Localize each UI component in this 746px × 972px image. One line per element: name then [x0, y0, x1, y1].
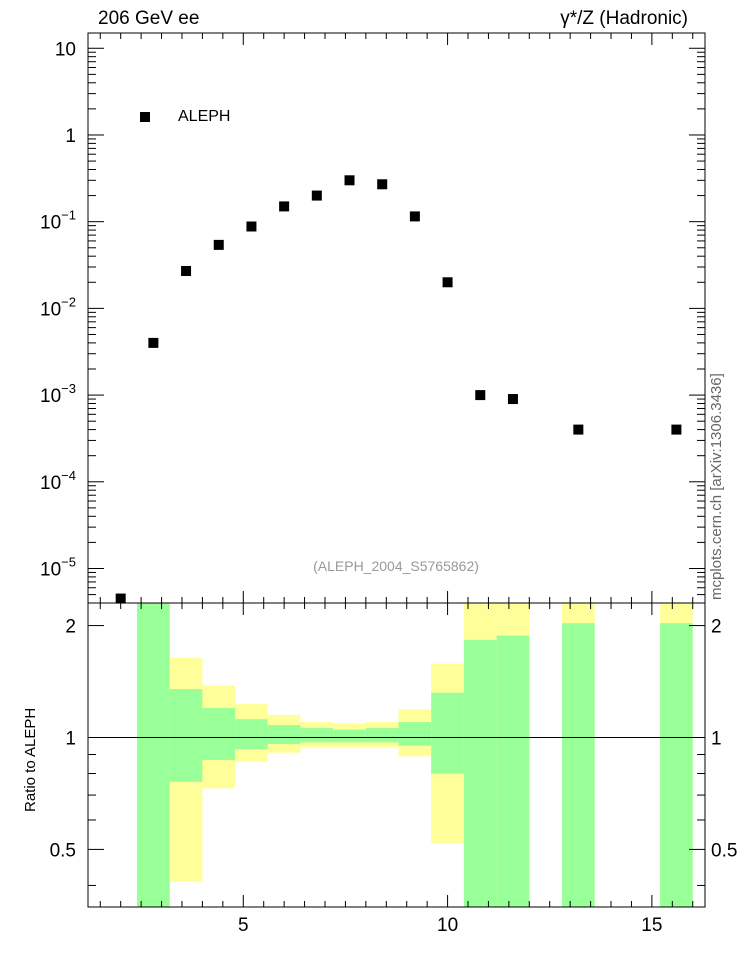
y-tick-label: 10 — [55, 39, 76, 60]
data-point — [507, 394, 518, 405]
data-point — [475, 390, 486, 401]
ratio-y-tick-label: 1 — [65, 728, 76, 749]
data-point — [671, 424, 682, 435]
process-energy-title: 206 GeV ee — [98, 8, 200, 29]
y-tick-label: 10−1 — [40, 208, 76, 234]
ratio-inner-band — [431, 692, 464, 774]
ratio-inner-band — [660, 623, 693, 907]
main-panel: 10 1 10−1 10−2 10−3 10−4 10−5 — [40, 33, 705, 604]
ratio-inner-band — [398, 722, 432, 746]
analysis-id-label: (ALEPH_2004_S5765862) — [313, 558, 479, 574]
data-point — [279, 201, 290, 212]
ratio-inner-band — [267, 725, 301, 745]
data-point — [311, 190, 322, 201]
data-point — [573, 424, 584, 435]
ratio-inner-band — [202, 708, 236, 760]
x-tick-label: 15 — [641, 915, 662, 936]
ratio-inner-band — [235, 719, 268, 750]
data-point — [442, 277, 453, 288]
data-point — [344, 175, 355, 186]
legend-entry-aleph: ALEPH — [178, 108, 231, 125]
ratio-inner-band — [561, 623, 595, 907]
data-point — [115, 593, 126, 604]
y-tick-label: 10−4 — [40, 468, 76, 494]
ratio-y-tick-label-right: 2 — [711, 617, 722, 638]
ratio-inner-band — [463, 639, 497, 907]
ratio-inner-band — [365, 728, 399, 743]
x-tick-label: 5 — [238, 915, 249, 936]
data-point — [181, 265, 192, 276]
y-tick-label: 10−3 — [40, 381, 76, 407]
ratio-inner-band — [137, 603, 170, 907]
ratio-inner-band — [333, 729, 366, 743]
data-point — [377, 179, 388, 190]
ratio-axis-label: Ratio to ALEPH — [22, 707, 39, 812]
data-point — [246, 221, 257, 232]
ratio-inner-band — [169, 689, 203, 782]
ratio-y-tick-label: 0.5 — [50, 840, 76, 861]
process-type-title: γ*/Z (Hadronic) — [560, 8, 688, 29]
ratio-y-tick-label-right: 1 — [711, 728, 722, 749]
y-tick-label: 10−5 — [40, 554, 76, 580]
ratio-y-tick-label: 2 — [65, 617, 76, 638]
ratio-y-tick-label-right: 0.5 — [711, 840, 737, 861]
ratio-panel-frame — [87, 602, 706, 908]
data-point — [409, 211, 420, 222]
ratio-panel: 5 10 15 0.5 0.5 1 1 2 2 — [50, 603, 737, 936]
x-tick-label: 10 — [437, 915, 458, 936]
data-point — [213, 239, 224, 250]
ratio-inner-band — [300, 728, 334, 743]
y-tick-label: 1 — [65, 126, 76, 147]
y-tick-label: 10−2 — [40, 294, 76, 320]
source-citation-label: mcplots.cern.ch [arXiv:1306.3436] — [708, 373, 725, 600]
ratio-inner-band — [496, 635, 530, 907]
legend-marker-aleph — [140, 112, 150, 122]
data-point — [148, 337, 159, 348]
